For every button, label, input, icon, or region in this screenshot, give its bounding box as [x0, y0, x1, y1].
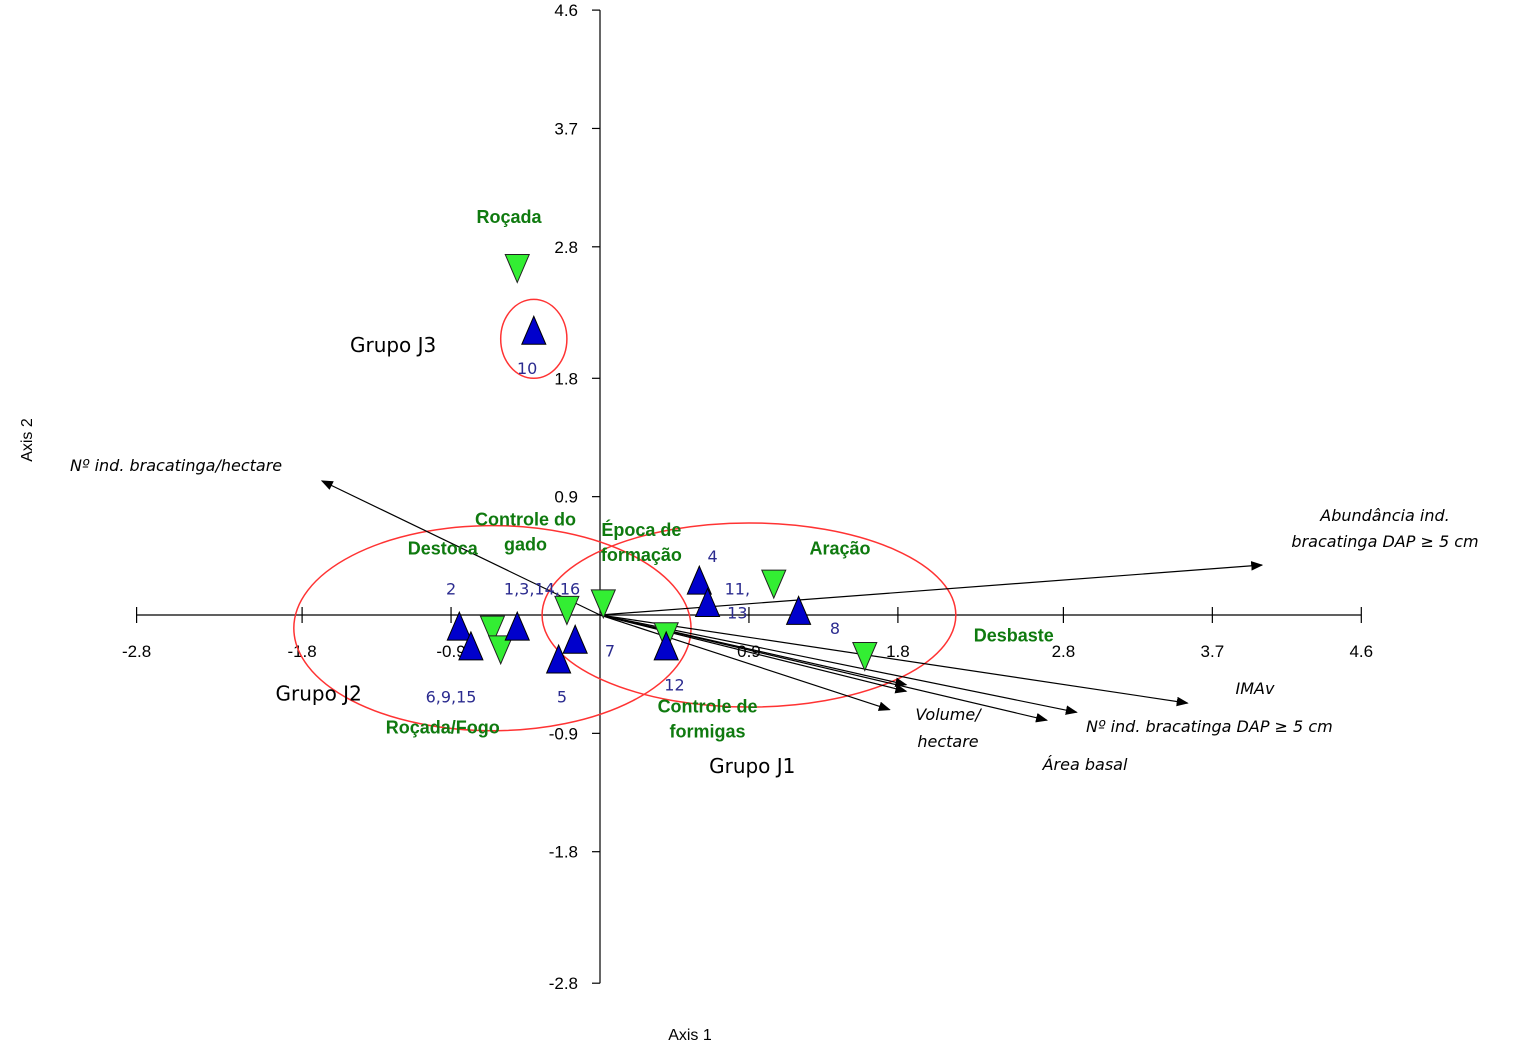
group-ellipse — [541, 522, 957, 708]
biplot-vector — [599, 614, 891, 711]
site-marker — [785, 595, 812, 625]
biplot-vector — [599, 614, 908, 687]
environmental-label: Desbaste — [974, 625, 1054, 645]
site-label: 11, — [725, 580, 750, 599]
x-tick-label: 2.8 — [1052, 642, 1076, 661]
axes: -2.8-1.8-0.90.91.82.83.74.64.63.72.81.80… — [19, 1, 1373, 1044]
site-marker — [686, 564, 713, 595]
vectors — [320, 480, 1264, 723]
x-tick-label: -1.8 — [287, 642, 316, 661]
environmental-marker — [852, 641, 878, 672]
y-tick-label: 1.8 — [554, 369, 578, 388]
site-markers — [446, 315, 812, 674]
environmental-label: Época de — [601, 519, 681, 540]
x-tick-label: -2.8 — [122, 642, 151, 661]
site-label: 8 — [830, 619, 840, 638]
environmental-marker — [479, 615, 506, 646]
x-tick-label: 4.6 — [1349, 642, 1373, 661]
site-label: 4 — [707, 547, 717, 566]
vector-label: hectare — [917, 732, 978, 751]
x-axis-title: Axis 1 — [668, 1027, 712, 1044]
environmental-marker — [590, 589, 617, 620]
y-tick-label: 4.6 — [554, 1, 578, 20]
site-marker — [446, 610, 473, 641]
vector-label: Volume/ — [915, 705, 982, 724]
environmental-marker — [487, 635, 514, 666]
environmental-marker — [554, 595, 580, 626]
site-marker — [694, 587, 721, 617]
biplot-vector — [599, 614, 1078, 715]
environmental-label: Controle do — [475, 510, 576, 530]
site-marker — [562, 624, 588, 654]
y-tick-label: -2.8 — [549, 974, 578, 993]
site-marker — [545, 643, 572, 674]
environmental-label: Roçada/Fogo — [386, 717, 500, 737]
y-tick-label: -1.8 — [549, 843, 578, 862]
vector-label: Nº ind. bracatinga DAP ≥ 5 cm — [1086, 717, 1333, 736]
site-label: 2 — [446, 580, 456, 599]
group-ellipse — [499, 298, 568, 380]
group-label: Grupo J1 — [709, 754, 795, 778]
biplot-vector — [599, 614, 1189, 707]
environmental-marker — [761, 569, 787, 600]
environmental-label: formação — [601, 545, 682, 565]
site-label: 12 — [664, 676, 684, 695]
vector-label: Nº ind. bracatinga/hectare — [70, 456, 282, 475]
vector-label: Área basal — [1042, 755, 1128, 774]
y-tick-label: 2.8 — [554, 238, 578, 257]
environmental-label: formigas — [670, 721, 746, 741]
site-label: 5 — [557, 688, 567, 707]
biplot-vector — [599, 614, 908, 694]
site-label: 10 — [517, 359, 537, 378]
y-tick-label: -0.9 — [549, 724, 578, 743]
x-tick-label: 1.8 — [886, 642, 910, 661]
y-tick-label: 0.9 — [554, 488, 578, 507]
site-label: 7 — [605, 642, 615, 661]
site-label: 6,9,15 — [426, 688, 477, 707]
environmental-label: gado — [504, 535, 547, 555]
site-marker — [653, 630, 679, 661]
x-tick-label: -0.9 — [436, 642, 465, 661]
environmental-marker — [504, 254, 531, 284]
site-marker — [504, 610, 531, 641]
site-marker — [458, 630, 484, 661]
environmental-label: Controle de — [658, 696, 758, 716]
y-tick-label: 3.7 — [554, 119, 578, 138]
vector-label: Abundância ind. — [1319, 506, 1449, 525]
group-label: Grupo J3 — [350, 333, 436, 357]
environmental-label: Roçada — [476, 207, 542, 227]
environmental-label: Destoca — [408, 539, 479, 559]
vector-label: bracatinga DAP ≥ 5 cm — [1291, 532, 1478, 551]
vector-label: IMAv — [1236, 679, 1275, 698]
site-label: 1,3,14,16 — [504, 580, 580, 599]
biplot-vector — [320, 480, 601, 616]
labels: Grupo J1 Grupo J2 Grupo J3 Nº ind. bracatin… — [70, 207, 1479, 778]
y-axis-title: Axis 2 — [19, 418, 36, 462]
site-marker — [521, 315, 547, 345]
environmental-markers — [479, 254, 878, 672]
site-label: 13 — [727, 603, 747, 622]
x-tick-label: 3.7 — [1201, 642, 1225, 661]
environmental-label: Aração — [809, 539, 870, 559]
group-label: Grupo J2 — [275, 681, 361, 705]
